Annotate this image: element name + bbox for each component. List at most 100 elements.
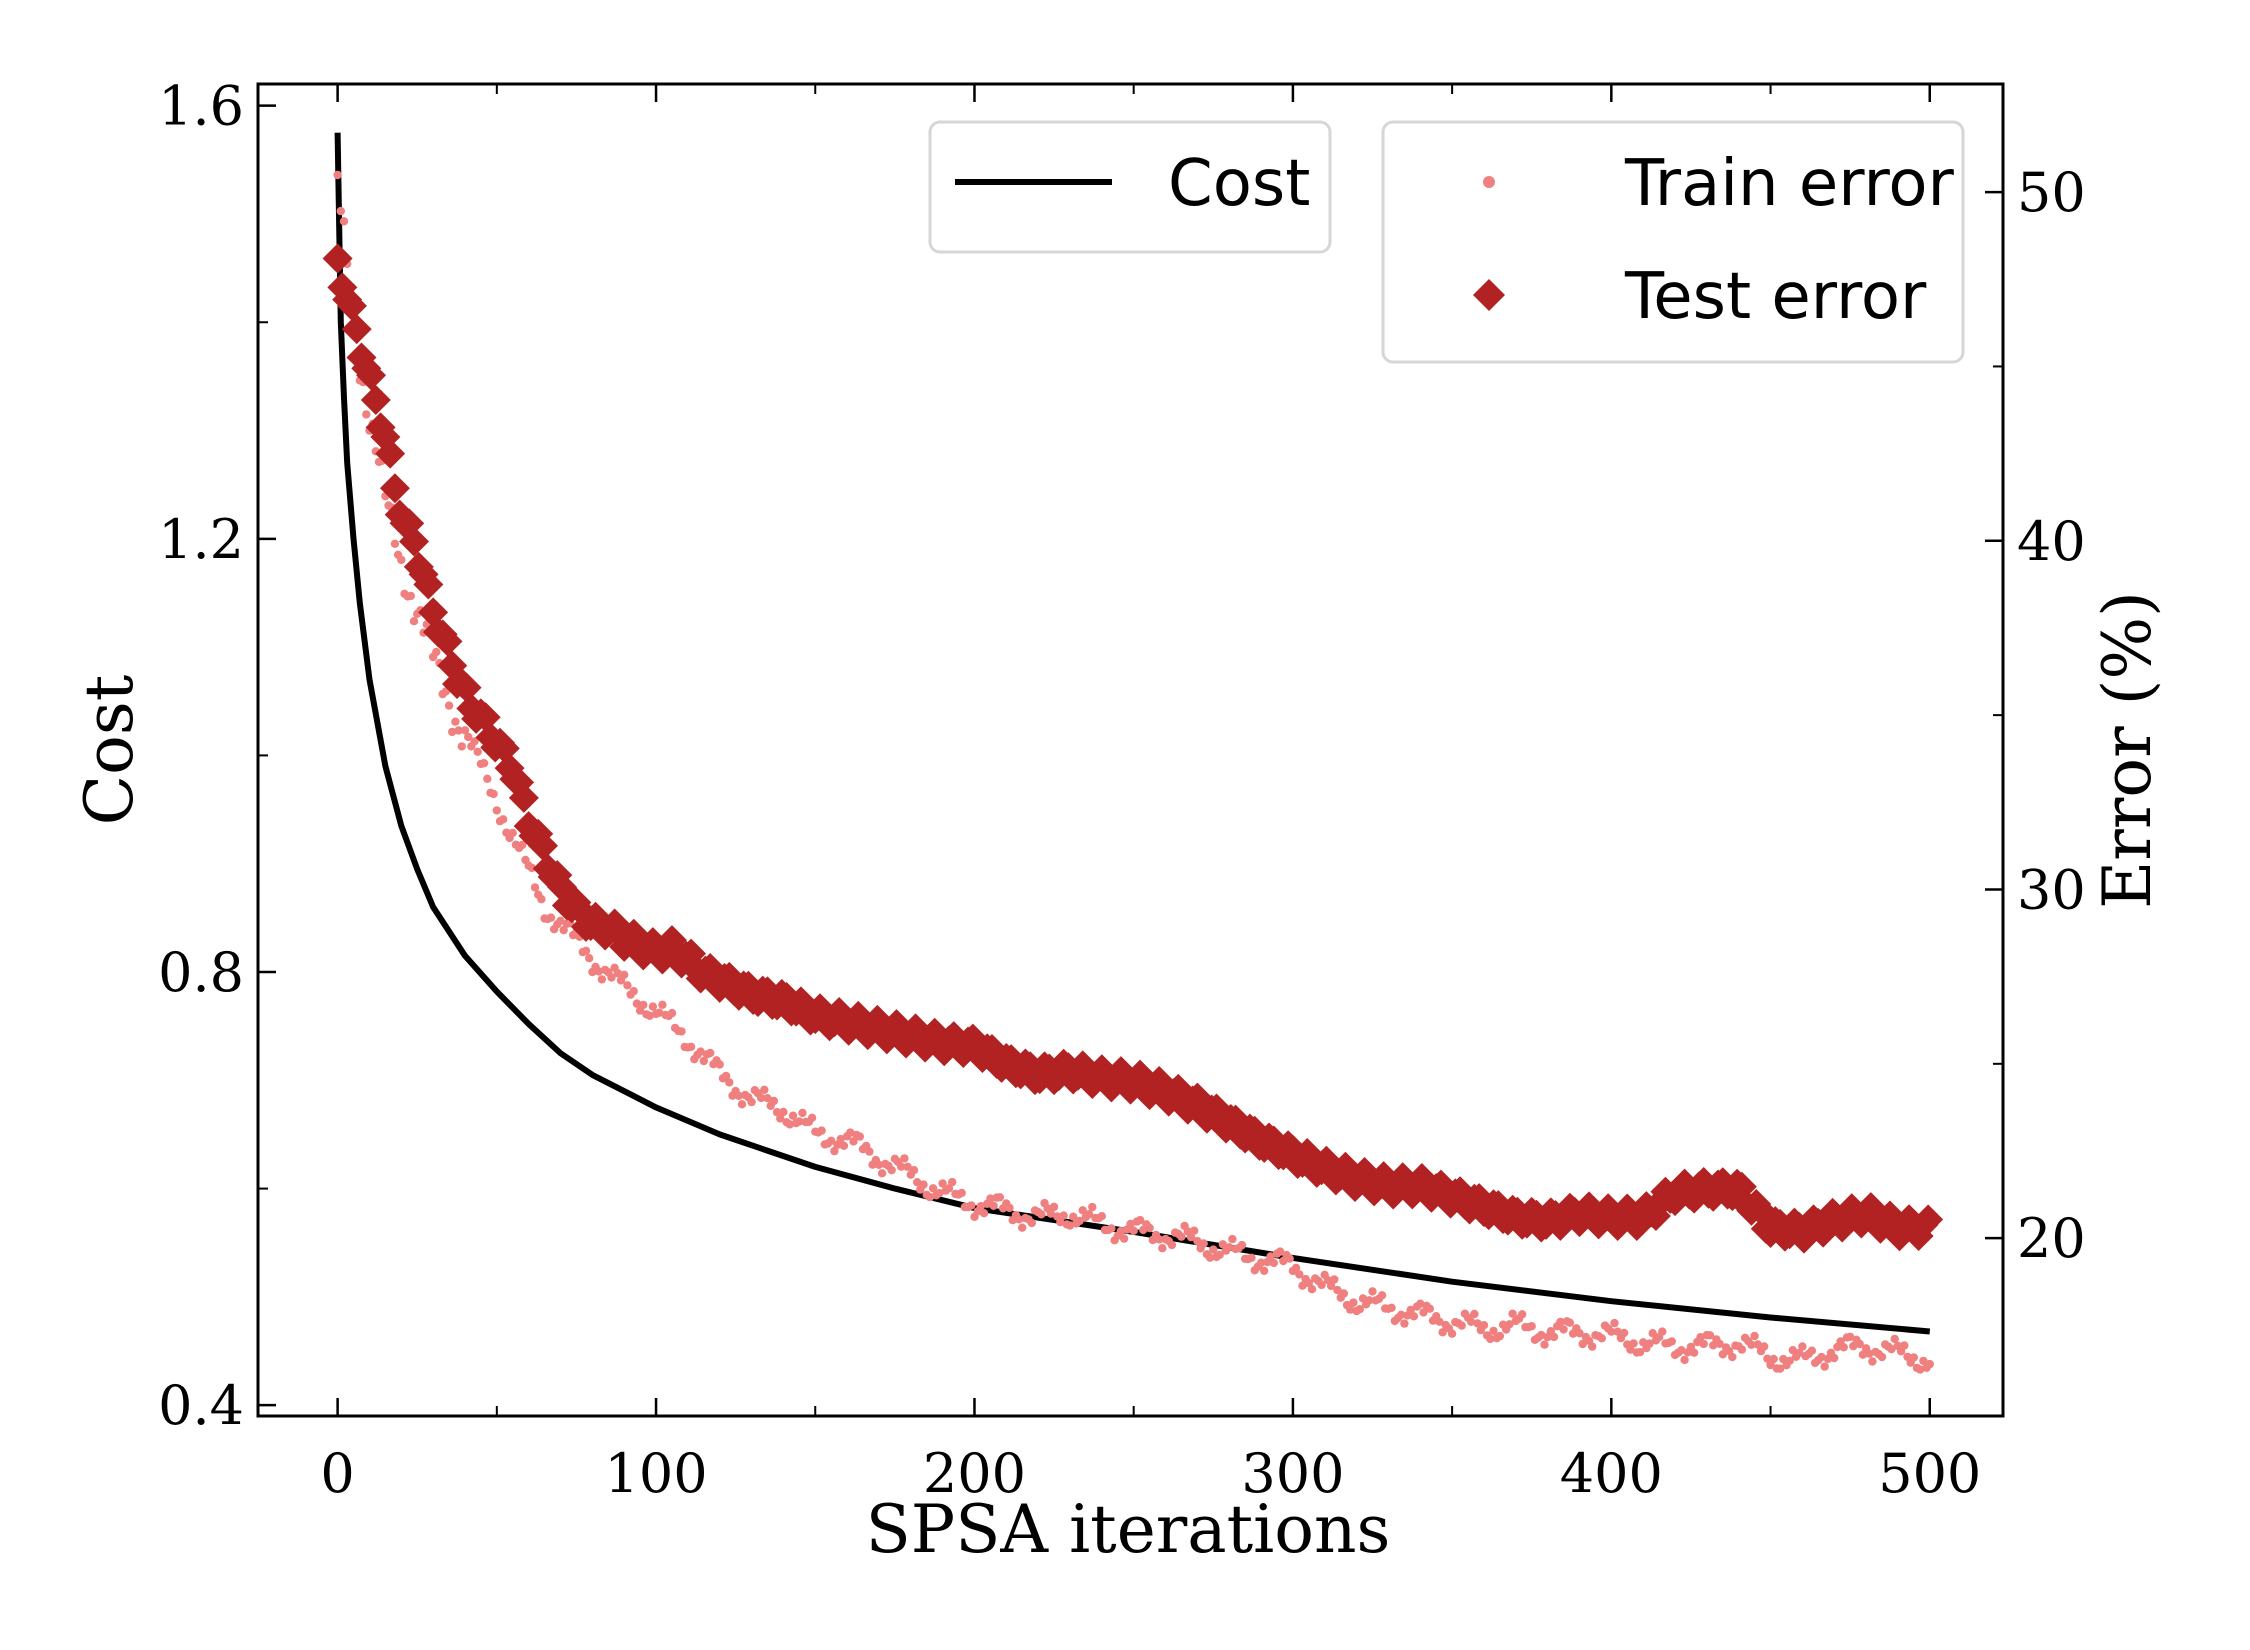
- train-error-point: [1855, 1339, 1864, 1349]
- train-error-point: [1088, 1202, 1097, 1212]
- train-error-point: [1839, 1343, 1849, 1352]
- train-error-point: [948, 1177, 957, 1187]
- train-error-point: [585, 954, 594, 963]
- y-right-tick-label: 40: [2017, 510, 2086, 573]
- plot-frame: [256, 82, 2005, 1418]
- train-error-point: [1699, 1339, 1708, 1349]
- train-error-point: [1900, 1341, 1909, 1350]
- train-error-point: [1419, 1308, 1428, 1317]
- train-error-point: [1049, 1202, 1059, 1212]
- test-error-point: [413, 569, 444, 600]
- train-error-point: [827, 1136, 836, 1146]
- train-error-point: [1890, 1334, 1899, 1344]
- train-error-point: [607, 973, 616, 982]
- train-error-point: [1556, 1317, 1565, 1327]
- train-error-point: [1438, 1328, 1447, 1337]
- train-error-point: [1565, 1318, 1575, 1327]
- train-error-point: [935, 1189, 944, 1198]
- legend-errors-frame: [1381, 120, 1965, 364]
- train-error-point: [1537, 1330, 1546, 1340]
- train-error-point: [1097, 1212, 1107, 1221]
- train-error-point: [448, 727, 457, 737]
- train-error-point: [444, 701, 454, 710]
- train-error-point: [1489, 1326, 1498, 1336]
- x-tick-label: 200: [923, 1442, 1026, 1505]
- train-error-point: [957, 1188, 966, 1198]
- train-error-point: [1377, 1291, 1387, 1300]
- train-error-point: [1326, 1281, 1336, 1291]
- train-error-point: [1846, 1332, 1855, 1342]
- train-error-point: [772, 1108, 782, 1117]
- train-error-point: [776, 1114, 785, 1123]
- train-error-point: [1447, 1329, 1457, 1338]
- train-error-point: [1155, 1235, 1164, 1244]
- train-error-point: [877, 1169, 887, 1178]
- train-error-point: [1237, 1240, 1247, 1250]
- train-error-point: [1785, 1356, 1794, 1366]
- ticks-layer: 0 100 200 300 400 500 0.4 0.8 1.2 1.6 20 30 40 50: [158, 75, 2086, 1505]
- legend-test-label: Test error: [1624, 260, 1927, 334]
- train-error-point: [527, 863, 537, 873]
- train-error-point: [1575, 1329, 1584, 1338]
- train-error-point: [1613, 1327, 1622, 1336]
- train-error-point: [788, 1111, 798, 1120]
- test-error-point: [432, 626, 463, 657]
- train-error-point: [1667, 1337, 1677, 1346]
- train-error-point: [390, 539, 400, 548]
- train-error-point: [944, 1184, 954, 1193]
- train-error-point: [836, 1134, 845, 1144]
- train-error-point: [623, 981, 632, 990]
- train-error-point: [1346, 1305, 1355, 1314]
- train-error-point: [817, 1126, 826, 1135]
- train-error-point: [1126, 1219, 1135, 1229]
- train-error-point: [613, 969, 622, 978]
- train-error-point: [1218, 1240, 1228, 1249]
- train-error-point: [581, 946, 591, 955]
- train-error-point: [897, 1162, 906, 1171]
- train-error-point: [362, 410, 371, 419]
- train-error-point: [1333, 1285, 1342, 1295]
- train-error-point: [1645, 1339, 1654, 1348]
- train-error-point: [976, 1202, 985, 1211]
- train-error-point: [1269, 1258, 1279, 1268]
- train-error-point: [1648, 1329, 1657, 1338]
- train-error-point: [919, 1180, 928, 1189]
- y-right-tick-label: 30: [2017, 858, 2086, 921]
- train-error-point: [632, 999, 642, 1008]
- train-error-point: [1037, 1210, 1046, 1219]
- train-error-point: [900, 1154, 909, 1163]
- train-error-point: [1425, 1304, 1435, 1313]
- series-test-error: [322, 243, 1944, 1254]
- x-tick-label: 100: [604, 1442, 707, 1505]
- train-error-point: [559, 925, 568, 935]
- y-right-tick-label: 20: [2017, 1207, 2086, 1270]
- train-error-point: [1276, 1247, 1285, 1256]
- train-error-point: [1925, 1359, 1935, 1369]
- x-tick-label: 300: [1241, 1442, 1344, 1505]
- train-error-point: [686, 1042, 696, 1052]
- train-error-point: [1046, 1209, 1056, 1218]
- train-error-point: [1167, 1240, 1177, 1250]
- train-error-point: [1339, 1289, 1349, 1298]
- train-error-point: [1817, 1352, 1826, 1362]
- test-error-point: [375, 438, 406, 469]
- legend-cost-frame: [928, 120, 1332, 254]
- train-error-point: [725, 1078, 734, 1087]
- train-error-point: [1225, 1243, 1234, 1252]
- train-error-point: [1406, 1305, 1415, 1315]
- y-axis-title-right: Error (%): [2089, 591, 2166, 909]
- y-right-tick-label: 50: [2017, 161, 2086, 224]
- train-error-point: [1807, 1346, 1817, 1355]
- train-error-point: [655, 1008, 664, 1017]
- train-error-point: [1473, 1319, 1482, 1328]
- test-error-point: [399, 526, 430, 557]
- train-error-point: [1877, 1352, 1887, 1362]
- train-error-point: [785, 1120, 794, 1129]
- train-error-point: [406, 591, 415, 601]
- train-error-point: [1190, 1226, 1199, 1235]
- train-error-point: [451, 717, 460, 726]
- train-error-point: [1916, 1365, 1925, 1374]
- train-error-point: [454, 726, 463, 735]
- train-error-point: [1298, 1281, 1307, 1290]
- train-error-point: [1470, 1309, 1479, 1319]
